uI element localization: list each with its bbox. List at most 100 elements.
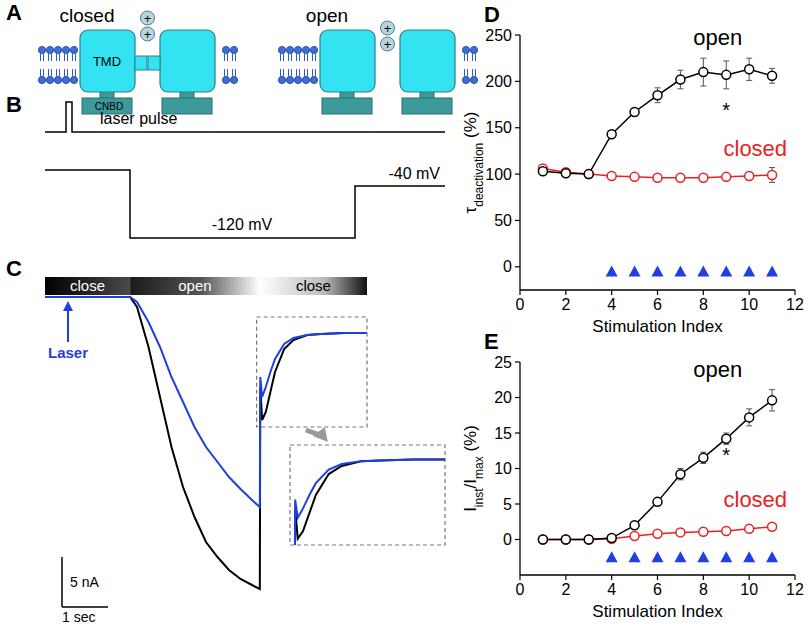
gate <box>148 56 160 70</box>
channel-0: TMDCNBD++closed <box>38 5 237 114</box>
annotation: * <box>722 99 730 121</box>
stimulus-marker <box>606 265 618 276</box>
lipid-head <box>222 76 229 83</box>
y-axis-title-part: inst <box>472 488 486 507</box>
label: -40 mV <box>388 165 440 182</box>
charge <box>141 27 155 41</box>
panel-label: C <box>6 256 22 281</box>
lipid-tail <box>43 54 44 62</box>
lipid-tail <box>315 54 316 62</box>
stimulus-marker <box>720 265 732 276</box>
lipid-tail <box>72 69 73 77</box>
lipid-tail <box>51 54 52 62</box>
x-tick-label: 0 <box>516 296 525 313</box>
lipid-tail <box>227 54 228 62</box>
y-tick-label: 50 <box>494 212 512 229</box>
x-tick <box>703 575 704 580</box>
data-point <box>722 526 731 535</box>
data-point <box>699 527 708 536</box>
y-axis-title: Iinst/Imax (%) <box>461 425 486 512</box>
lipid-tail <box>224 54 225 62</box>
channel-1: ++open <box>278 5 477 114</box>
lipid-tail <box>48 54 49 62</box>
lipid-tail <box>224 69 225 77</box>
x-tick-label: 8 <box>699 581 708 598</box>
series-label: closed <box>724 487 788 512</box>
stimulus-marker <box>652 265 664 276</box>
y-tick <box>515 503 520 504</box>
cnbd <box>322 98 372 114</box>
lipid-tail <box>464 69 465 77</box>
lipid-head <box>54 46 61 53</box>
charge-sign: + <box>384 21 392 36</box>
x-tick-label: 4 <box>607 296 616 313</box>
x-tick-label: 12 <box>786 296 804 313</box>
zoom-arrow-head <box>313 427 328 442</box>
data-point <box>722 70 731 79</box>
x-tick-label: 6 <box>653 296 662 313</box>
data-point <box>607 534 616 543</box>
y-tick <box>515 266 520 267</box>
charge-sign: + <box>144 11 152 26</box>
data-point <box>653 91 662 100</box>
y-tick-label: 20 <box>494 389 512 406</box>
x-tick-label: 12 <box>786 581 804 598</box>
stimulus-marker <box>743 551 755 562</box>
panel-label: B <box>6 92 22 117</box>
data-point <box>630 107 639 116</box>
stimulus-marker <box>697 551 709 562</box>
panel-label: D <box>484 2 500 27</box>
data-point <box>745 65 754 74</box>
lipid-tail <box>475 69 476 77</box>
stimulus-marker <box>606 551 618 562</box>
lipid-tail <box>304 69 305 77</box>
lipid-tail <box>467 54 468 62</box>
lipid-head <box>230 46 237 53</box>
state-label: open <box>306 5 348 26</box>
plot-area <box>538 58 778 276</box>
lipid-tail <box>59 54 60 62</box>
data-point <box>676 528 685 537</box>
y-axis-title-part: max <box>472 456 486 479</box>
lipid-head <box>462 46 469 53</box>
y-tick-label: 25 <box>494 354 512 371</box>
lipid-head <box>286 46 293 53</box>
data-point <box>607 130 616 139</box>
error-cap <box>700 463 706 464</box>
lipid-tail <box>48 69 49 77</box>
x-tick-label: 10 <box>740 296 758 313</box>
error-cap <box>769 68 775 69</box>
lipid-head <box>70 46 77 53</box>
label: laser pulse <box>100 110 177 127</box>
x-tick-label: 0 <box>516 581 525 598</box>
series-label: closed <box>724 136 788 161</box>
error-cap <box>769 182 775 183</box>
error-cap <box>700 452 706 453</box>
lipid-head <box>70 76 77 83</box>
data-point <box>561 535 570 544</box>
y-axis-title: τdeactivation (%) <box>461 112 486 214</box>
x-tick <box>611 575 612 580</box>
lipid-head <box>470 76 477 83</box>
lipid-tail <box>288 54 289 62</box>
lipid-tail <box>312 69 313 77</box>
data-point <box>607 171 616 180</box>
scale-bar-current <box>61 557 63 607</box>
error-cap <box>677 468 683 469</box>
lipid-tail <box>307 54 308 62</box>
lipid-tail <box>59 69 60 77</box>
error-cap <box>746 425 752 426</box>
x-tick <box>565 290 566 295</box>
y-axis-title-part: /I <box>461 479 480 488</box>
x-axis-title: Stimulation Index <box>592 317 723 336</box>
data-point <box>630 172 639 181</box>
y-axis-title-part: (%) <box>461 112 480 143</box>
charge <box>141 11 155 25</box>
x-tick-label: 2 <box>561 296 570 313</box>
error-cap <box>746 408 752 409</box>
laser-arrow <box>67 310 69 342</box>
stimulus-marker <box>652 551 664 562</box>
lipid-head <box>278 46 285 53</box>
stimulus-marker <box>743 265 755 276</box>
data-point <box>676 470 685 479</box>
